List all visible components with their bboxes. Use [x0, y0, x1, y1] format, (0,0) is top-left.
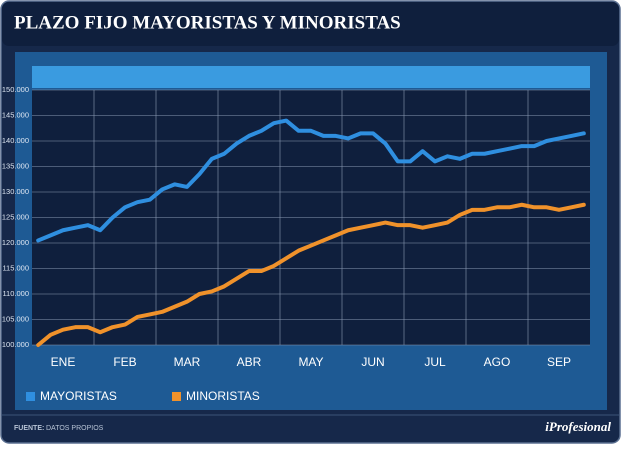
y-tick-label: 120.000	[2, 238, 29, 247]
source-label: FUENTE:	[14, 425, 44, 432]
series-line	[36, 202, 586, 347]
y-tick-label: 105.000	[2, 314, 29, 323]
x-tick-label: MAR	[174, 355, 201, 369]
x-tick-label: FEB	[113, 355, 136, 369]
y-tick-label: 150.000	[2, 85, 29, 94]
y-tick-label: 110.000	[2, 289, 29, 298]
y-tick-label: 140.000	[2, 136, 29, 145]
x-tick-label: JUL	[424, 355, 446, 369]
x-tick-label: ENE	[51, 355, 76, 369]
y-tick-label: 100.000	[2, 340, 29, 349]
y-tick-label: 135.000	[2, 161, 29, 170]
x-tick-label: MAY	[298, 355, 323, 369]
title-band	[2, 2, 619, 46]
legend-label: MINORISTAS	[186, 389, 260, 403]
chart-title: PLAZO FIJO MAYORISTAS Y MINORISTAS	[14, 12, 401, 33]
series-line	[36, 118, 586, 243]
y-tick-label: 125.000	[2, 212, 29, 221]
x-tick-label: AGO	[484, 355, 511, 369]
y-tick-label: 130.000	[2, 187, 29, 196]
source-text: DATOS PROPIOS	[46, 425, 104, 432]
x-tick-label: ABR	[237, 355, 262, 369]
y-tick-label: 115.000	[2, 263, 29, 272]
legend-label: MAYORISTAS	[40, 389, 117, 403]
x-tick-label: SEP	[547, 355, 571, 369]
legend-swatch	[172, 392, 181, 401]
y-tick-label: 145.000	[2, 110, 29, 119]
brand: iProfesional	[545, 419, 611, 434]
plot-header	[32, 66, 590, 88]
legend-swatch	[26, 392, 35, 401]
x-tick-label: JUN	[361, 355, 384, 369]
